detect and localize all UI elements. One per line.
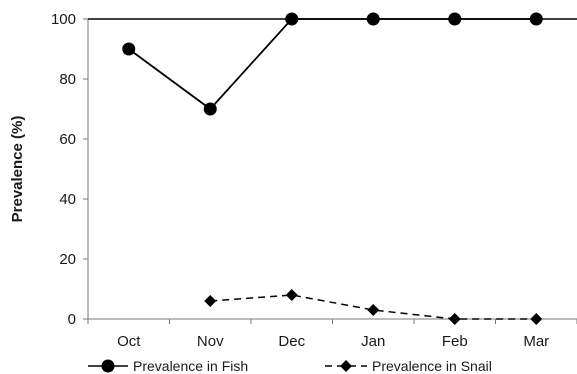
y-tick-label: 20: [59, 251, 76, 268]
data-point: [285, 289, 298, 301]
data-point: [367, 304, 380, 316]
series-0: [122, 12, 543, 116]
data-point: [122, 42, 136, 56]
y-axis-title: Prevalence (%): [9, 116, 26, 223]
y-tick-label: 0: [68, 311, 76, 328]
series-line: [128, 18, 537, 111]
x-tick-label: Nov: [197, 333, 224, 350]
data-point: [448, 12, 462, 26]
x-tick-label: Mar: [523, 333, 549, 350]
data-point: [529, 12, 543, 26]
legend-marker-fish: [101, 359, 115, 373]
data-point: [285, 12, 299, 26]
legend-label-fish: Prevalence in Fish: [133, 358, 248, 374]
legend-label-snail: Prevalence in Snail: [372, 358, 492, 374]
y-tick-label: 40: [59, 191, 76, 208]
data-point: [203, 102, 217, 116]
x-tick-label: Jan: [361, 333, 385, 350]
x-tick-label: Feb: [442, 333, 468, 350]
legend-marker-snail: [340, 360, 352, 372]
y-tick-label: 100: [51, 11, 76, 28]
data-point: [448, 313, 461, 325]
plot-area: 0 20 40 60 80 100 Oct Nov Dec Jan Feb Mar: [51, 11, 577, 350]
y-tick-label: 60: [59, 131, 76, 148]
x-tick-label: Dec: [278, 333, 305, 350]
legend: Prevalence in Fish Prevalence in Snail: [88, 358, 492, 374]
legend-item-snail: Prevalence in Snail: [325, 358, 492, 374]
series-line: [210, 294, 537, 320]
data-point: [366, 12, 380, 26]
y-tick-label: 80: [59, 71, 76, 88]
series-layer: [122, 12, 543, 325]
data-point: [204, 295, 217, 307]
legend-item-fish: Prevalence in Fish: [88, 358, 248, 374]
series-1: [204, 289, 543, 325]
x-axis-ticks: Oct Nov Dec Jan Feb Mar: [87, 319, 577, 350]
data-point: [530, 313, 543, 325]
x-tick-label: Oct: [117, 333, 141, 350]
y-axis-ticks: 0 20 40 60 80 100: [51, 11, 88, 328]
